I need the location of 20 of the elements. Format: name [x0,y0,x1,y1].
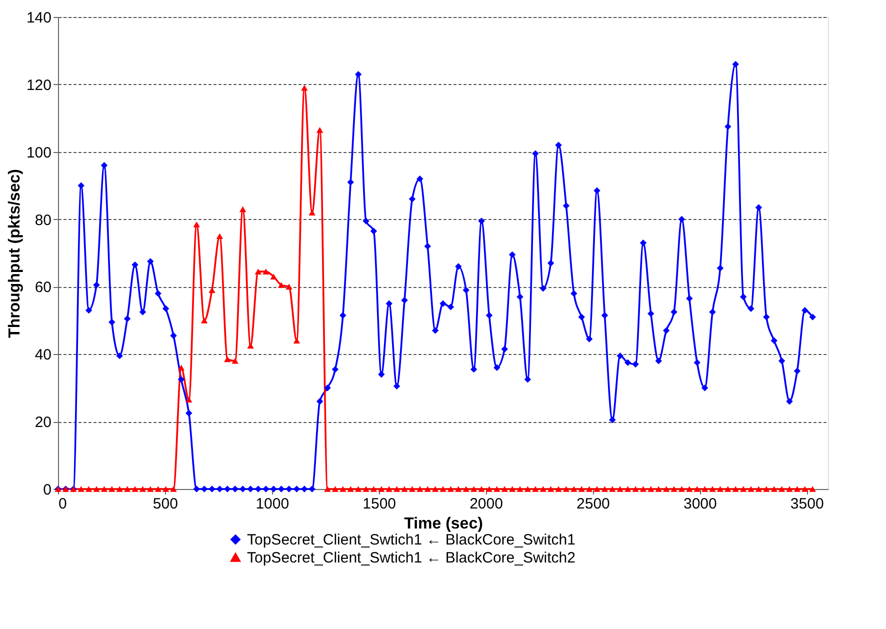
y-tick-label: 100 [26,144,52,162]
x-tick-label: 2500 [576,496,610,512]
y-axis-title: Throughput (pkts/sec) [6,169,24,338]
y-tick-label: 60 [34,279,52,296]
y-tick-label: 140 [26,10,52,26]
x-tick-label: 2000 [470,496,503,512]
legend-label: TopSecret_Client_Swtich1 ← BlackCore_Switch2 [247,550,576,566]
y-tick-label: 0 [43,482,52,498]
y-tick-label: 20 [34,414,52,432]
x-tick-label: 1000 [256,496,290,512]
x-tick-label: 0 [58,496,67,512]
x-tick-label: 1500 [362,496,396,512]
y-tick-label: 80 [34,212,52,229]
x-tick-label: 500 [152,496,178,512]
y-tick-label: 40 [34,346,52,364]
x-axis-title: Time (sec) [404,516,483,532]
x-tick-label: 3000 [683,496,717,512]
y-tick-label: 120 [26,76,52,94]
legend-label: TopSecret_Client_Swtich1 ← BlackCore_Switch1 [247,532,576,548]
x-tick-label: 3500 [790,496,824,512]
